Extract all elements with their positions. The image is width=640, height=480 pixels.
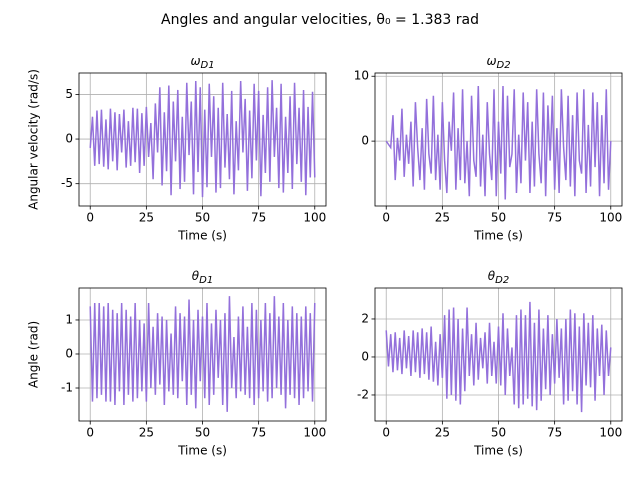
x-axis-label: Time (s) (177, 229, 227, 243)
y-tick-label: -1 (61, 381, 73, 395)
x-tick-label: 75 (251, 426, 266, 440)
y-tick-label: 2 (361, 311, 369, 325)
x-tick-label: 100 (599, 426, 622, 440)
x-tick-label: 25 (139, 426, 154, 440)
y-tick-label: 10 (354, 69, 369, 83)
y-tick-label: 0 (361, 134, 369, 148)
y-axis-label: Angular velocity (rad/s) (27, 69, 41, 210)
x-tick-label: 50 (195, 211, 210, 225)
data-line (385, 85, 612, 200)
x-tick-label: 25 (139, 211, 154, 225)
data-line (89, 296, 316, 412)
x-tick-label: 25 (435, 426, 450, 440)
y-tick-label: -5 (61, 176, 73, 190)
y-tick-label: 0 (361, 349, 369, 363)
x-tick-label: 100 (303, 426, 326, 440)
x-tick-label: 0 (86, 426, 94, 440)
x-tick-label: 50 (491, 211, 506, 225)
y-tick-label: 5 (65, 87, 73, 101)
axes-frame (374, 72, 623, 207)
x-tick-label: 0 (382, 426, 390, 440)
x-axis-label: Time (s) (177, 444, 227, 458)
y-tick-label: 0 (65, 346, 73, 360)
y-tick-label: 0 (65, 132, 73, 146)
x-tick-label: 50 (195, 426, 210, 440)
x-tick-label: 75 (251, 211, 266, 225)
x-axis-label: Time (s) (473, 229, 523, 243)
x-tick-label: 75 (547, 211, 562, 225)
subplot-title: θD1 (192, 269, 213, 287)
subplot-title: ωD1 (190, 54, 214, 72)
subplot-title: ωD2 (486, 54, 510, 72)
x-tick-label: 0 (382, 211, 390, 225)
y-tick-label: 1 (65, 312, 73, 326)
x-tick-label: 100 (599, 211, 622, 225)
y-axis-label: Angle (rad) (27, 321, 41, 388)
x-axis-label: Time (s) (473, 444, 523, 458)
x-tick-label: 0 (86, 211, 94, 225)
data-line (89, 80, 316, 198)
x-tick-label: 25 (435, 211, 450, 225)
axes-frame (78, 72, 327, 207)
axes-frame (78, 287, 327, 422)
axes-frame (374, 287, 623, 422)
x-tick-label: 75 (547, 426, 562, 440)
x-tick-label: 50 (491, 426, 506, 440)
x-tick-label: 100 (303, 211, 326, 225)
figure-title: Angles and angular velocities, θ₀ = 1.38… (161, 12, 479, 28)
subplot-title: θD2 (488, 269, 509, 287)
y-tick-label: -2 (357, 387, 369, 401)
data-line (385, 301, 612, 413)
